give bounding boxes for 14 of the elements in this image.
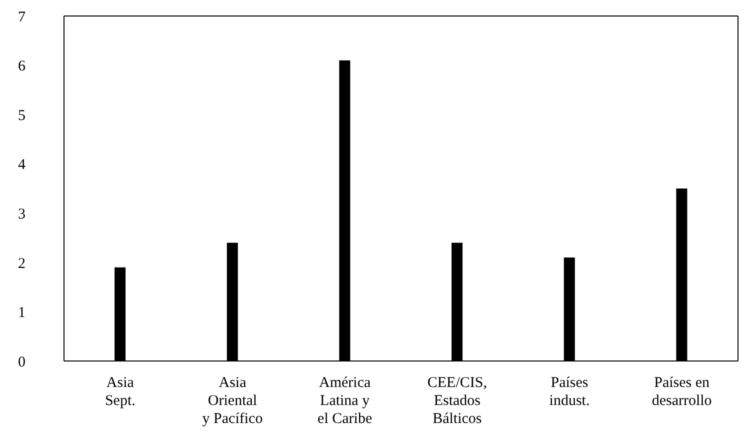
y-tick-label: 4 (18, 157, 26, 174)
y-tick-label: 5 (18, 108, 26, 124)
y-tick-label: 7 (18, 9, 26, 26)
x-tick-label: CEE/CIS, Estados Bálticos (427, 375, 487, 427)
x-tick-label: Países indust. (549, 375, 590, 409)
y-tick-label: 1 (18, 305, 26, 322)
y-tick-label: 6 (18, 58, 26, 75)
x-tick-label: Asia Oriental y Pacífico (202, 375, 263, 427)
y-tick-label: 0 (18, 354, 26, 370)
x-tick-label: América Latina y el Caribe (318, 375, 372, 427)
x-tick-label: Asia Sept. (104, 375, 136, 409)
y-tick-label: 2 (18, 256, 26, 272)
y-tick-label: 3 (18, 206, 26, 222)
x-tick-label: Países en desarrollo (652, 375, 712, 409)
